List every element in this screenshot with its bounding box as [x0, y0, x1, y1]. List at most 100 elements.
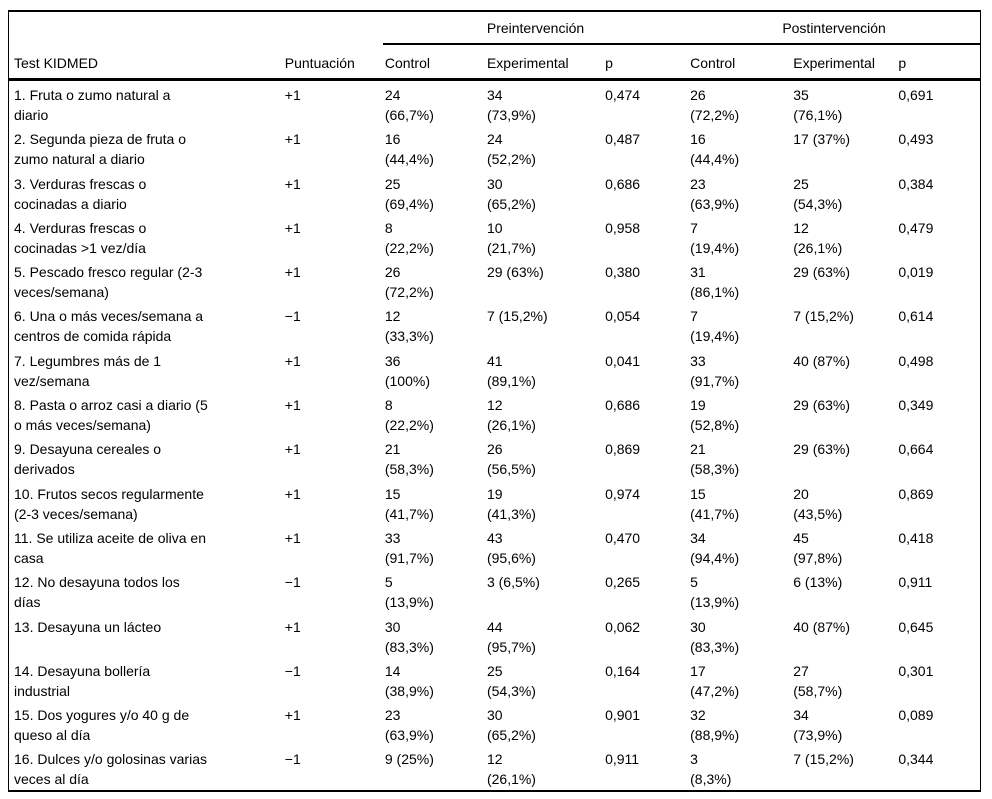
cell-score: +1 [284, 618, 301, 635]
cell-test-item: 14. Desayuna bollería industrial [14, 662, 151, 699]
cell-pre-experimental: 19 (41,3%) [486, 485, 536, 522]
cell-score: +1 [284, 352, 301, 369]
cell-pre-experimental: 3 (6,5%) [486, 574, 540, 591]
cell-post-experimental: 6 (13%) [793, 574, 843, 591]
cell-pre-control: 16 (44,4%) [384, 131, 434, 168]
cell-score: +1 [284, 219, 301, 236]
cell-pre-p: 0,380 [605, 264, 641, 281]
column-header-row: Test KIDMED Puntuación Control Experimen… [8, 44, 981, 81]
cell-post-experimental: 40 (87%) [793, 352, 851, 369]
cell-post-experimental: 45 (97,8%) [793, 529, 843, 566]
table-row: 13. Desayuna un lácteo +1 30 (83,3%) 44 … [9, 613, 981, 657]
table-row: 9. Desayuna cereales o derivados +1 21 (… [9, 435, 981, 479]
group-header-postintervention: Postintervención [688, 11, 981, 45]
cell-pre-experimental: 25 (54,3%) [486, 662, 536, 699]
cell-pre-p: 0,974 [605, 485, 641, 502]
table-row: 15. Dos yogures y/o 40 g de queso al día… [9, 701, 981, 745]
cell-pre-p: 0,487 [605, 131, 641, 148]
cell-pre-control: 26 (72,2%) [384, 264, 434, 301]
column-header-post-control: Control [688, 44, 792, 81]
cell-post-p: 0,493 [898, 131, 934, 148]
cell-test-item: 11. Se utiliza aceite de oliva en casa [14, 529, 206, 566]
cell-score: +1 [284, 707, 301, 724]
cell-pre-experimental: 10 (21,7%) [486, 219, 536, 256]
cell-test-item: 6. Una o más veces/semana a centros de c… [14, 308, 204, 345]
cell-post-p: 0,911 [898, 574, 933, 591]
cell-post-experimental: 40 (87%) [793, 618, 851, 635]
cell-post-p: 0,498 [898, 352, 934, 369]
cell-post-control: 32 (88,9%) [690, 707, 740, 744]
cell-pre-p: 0,265 [605, 574, 641, 591]
cell-post-control: 26 (72,2%) [690, 87, 740, 123]
cell-score: +1 [284, 264, 301, 281]
cell-test-item: 7. Legumbres más de 1 vez/semana [14, 352, 162, 389]
cell-pre-control: 23 (63,9%) [384, 707, 434, 744]
cell-pre-control: 9 (25%) [384, 751, 434, 768]
table-row: 4. Verduras frescas o cocinadas >1 vez/d… [9, 214, 981, 258]
cell-test-item: 3. Verduras frescas o cocinadas a diario [14, 175, 147, 212]
cell-pre-p: 0,686 [605, 175, 641, 192]
cell-test-item: 4. Verduras frescas o cocinadas >1 vez/d… [14, 219, 147, 256]
table-row: 1. Fruta o zumo natural a diario +1 24 (… [9, 80, 981, 126]
cell-post-experimental: 12 (26,1%) [793, 219, 843, 256]
cell-post-control: 17 (47,2%) [690, 662, 740, 699]
cell-post-experimental: 29 (63%) [793, 441, 851, 458]
cell-pre-control: 24 (66,7%) [384, 87, 434, 123]
cell-pre-experimental: 29 (63%) [486, 264, 544, 281]
cell-score: +1 [284, 485, 301, 502]
cell-test-item: 16. Dulces y/o golosinas varias veces al… [14, 751, 207, 788]
cell-post-experimental: 17 (37%) [793, 131, 851, 148]
kidmed-table: Preintervención Postintervención Test KI… [8, 10, 981, 792]
table-body: 1. Fruta o zumo natural a diario +1 24 (… [9, 80, 981, 791]
cell-post-experimental: 27 (58,7%) [793, 662, 843, 699]
cell-post-experimental: 25 (54,3%) [793, 175, 843, 212]
cell-pre-control: 21 (58,3%) [384, 441, 434, 478]
column-header-test-kidmed: Test KIDMED [8, 44, 283, 81]
cell-post-control: 3 (8,3%) [690, 751, 732, 788]
table-row: 7. Legumbres más de 1 vez/semana +1 36 (… [9, 347, 981, 391]
cell-pre-control: 8 (22,2%) [384, 219, 434, 256]
column-header-post-experimental: Experimental [791, 44, 897, 81]
cell-test-item: 2. Segunda pieza de fruta o zumo natural… [14, 131, 187, 168]
cell-post-control: 21 (58,3%) [690, 441, 740, 478]
cell-score: +1 [284, 87, 301, 103]
cell-pre-experimental: 12 (26,1%) [486, 751, 536, 788]
cell-post-p: 0,301 [898, 662, 934, 679]
table-row: 2. Segunda pieza de fruta o zumo natural… [9, 125, 981, 169]
cell-pre-experimental: 30 (65,2%) [486, 175, 536, 212]
cell-score: +1 [284, 131, 301, 148]
cell-post-control: 16 (44,4%) [690, 131, 740, 168]
table-row: 6. Una o más veces/semana a centros de c… [9, 302, 981, 346]
table-row: 10. Frutos secos regularmente (2-3 veces… [9, 480, 981, 524]
cell-pre-p: 0,958 [605, 219, 641, 236]
cell-post-control: 5 (13,9%) [690, 574, 740, 611]
cell-pre-control: 36 (100%) [384, 352, 430, 389]
cell-score: −1 [284, 662, 301, 679]
column-header-pre-control: Control [382, 44, 485, 81]
cell-test-item: 9. Desayuna cereales o derivados [14, 441, 162, 478]
cell-post-p: 0,869 [898, 485, 934, 502]
cell-test-item: 12. No desayuna todos los días [14, 574, 180, 611]
cell-pre-control: 33 (91,7%) [384, 529, 434, 566]
cell-pre-p: 0,911 [605, 751, 640, 768]
cell-post-control: 19 (52,8%) [690, 397, 740, 434]
cell-post-control: 15 (41,7%) [690, 485, 740, 522]
cell-test-item: 15. Dos yogures y/o 40 g de queso al día [14, 707, 190, 744]
cell-pre-p: 0,062 [605, 618, 641, 635]
cell-score: +1 [284, 441, 301, 458]
cell-score: +1 [284, 397, 301, 414]
cell-pre-experimental: 26 (56,5%) [486, 441, 536, 478]
cell-pre-p: 0,054 [605, 308, 641, 325]
cell-pre-experimental: 34 (73,9%) [486, 87, 536, 123]
cell-pre-experimental: 24 (52,2%) [486, 131, 536, 168]
cell-post-control: 33 (91,7%) [690, 352, 740, 389]
cell-pre-experimental: 43 (95,6%) [486, 529, 536, 566]
cell-pre-experimental: 44 (95,7%) [486, 618, 536, 655]
cell-pre-p: 0,041 [605, 352, 641, 369]
cell-post-control: 30 (83,3%) [690, 618, 740, 655]
cell-pre-p: 0,901 [605, 707, 641, 724]
cell-post-experimental: 7 (15,2%) [793, 751, 854, 768]
cell-post-experimental: 20 (43,5%) [793, 485, 843, 522]
table-row: 5. Pescado fresco regular (2-3 veces/sem… [9, 258, 981, 302]
cell-post-p: 0,344 [898, 751, 934, 768]
